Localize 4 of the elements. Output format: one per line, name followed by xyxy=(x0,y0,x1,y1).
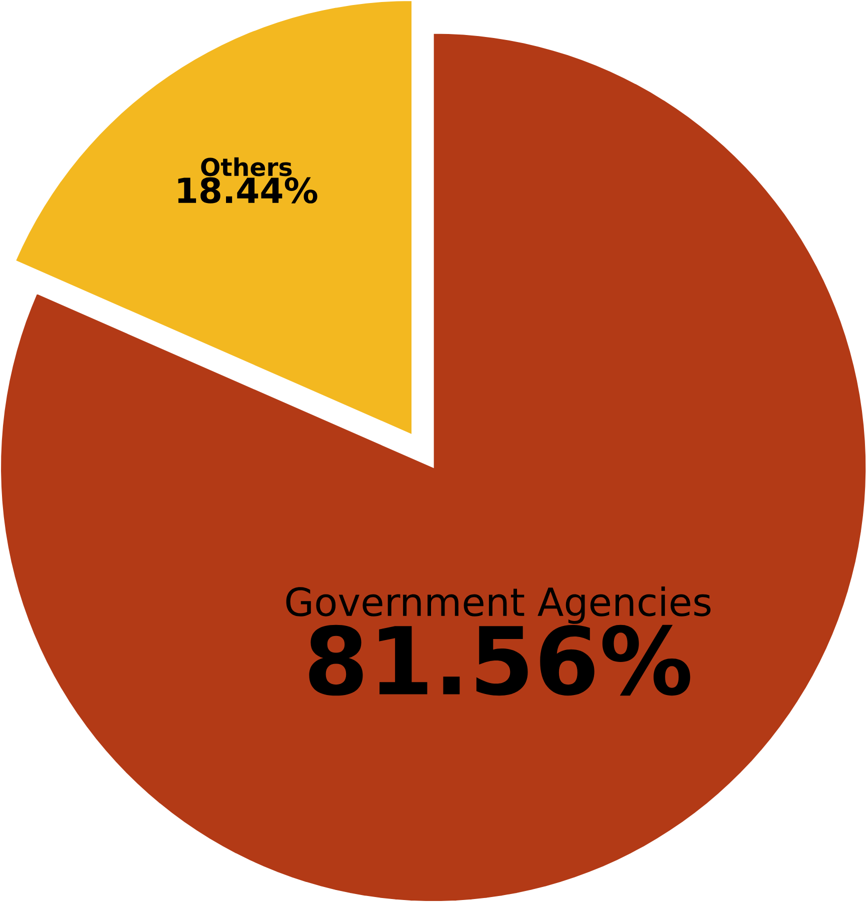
slice-label: Others xyxy=(201,157,292,176)
slice-label: Government Agencies xyxy=(286,586,711,624)
data-label: 18.44% xyxy=(178,177,318,204)
data-label: 81.56% xyxy=(309,624,690,696)
